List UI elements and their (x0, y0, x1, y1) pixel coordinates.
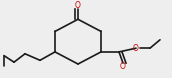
Text: O: O (120, 62, 126, 71)
Text: O: O (133, 44, 139, 53)
Text: O: O (75, 1, 81, 10)
